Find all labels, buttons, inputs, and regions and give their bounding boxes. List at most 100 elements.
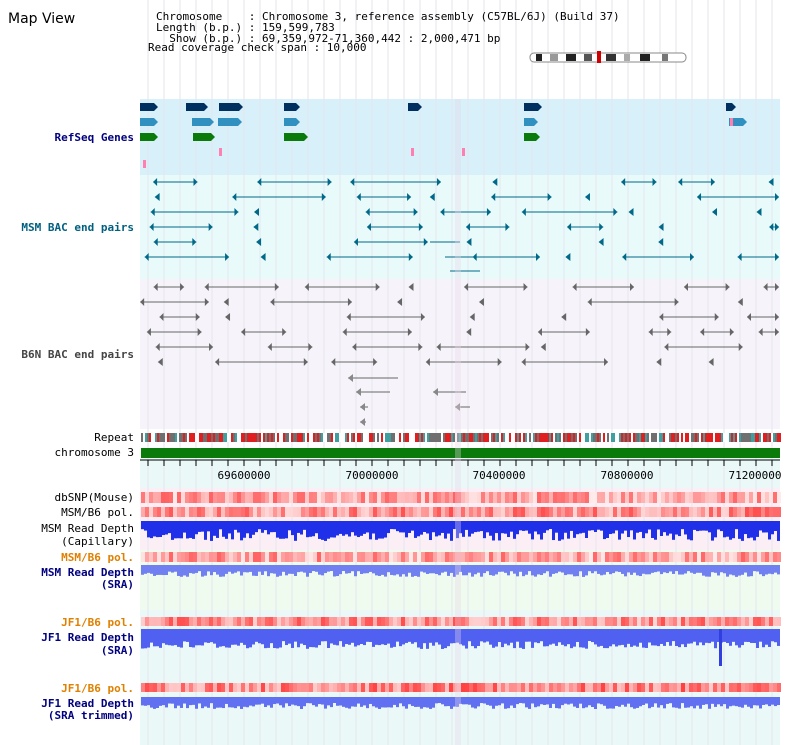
read-depth-bar [570, 565, 573, 575]
b6n-pair-end [433, 388, 438, 396]
repeat-cell [777, 433, 779, 442]
read-depth-bar [579, 629, 582, 648]
read-depth-bar [534, 521, 537, 532]
heatmap-cell [517, 507, 521, 517]
heatmap-cell [161, 683, 165, 692]
repeat-cell [641, 433, 643, 442]
heatmap-cell [345, 492, 349, 503]
heatmap-cell [361, 507, 365, 517]
heatmap-cell [441, 683, 445, 692]
read-depth-bar [411, 697, 414, 706]
heatmap-cell [497, 617, 501, 626]
heatmap-cell [765, 617, 769, 626]
read-depth-bar [225, 565, 228, 574]
heatmap-cell [425, 492, 429, 503]
heatmap-cell [201, 683, 205, 692]
heatmap-cell [629, 492, 633, 503]
read-depth-bar [153, 697, 156, 709]
heatmap-cell [365, 683, 369, 692]
read-depth-tracks[interactable] [141, 521, 780, 709]
repeat-cell [319, 433, 321, 442]
read-depth-bar [504, 697, 507, 709]
gene-strand-arrow [732, 103, 736, 111]
heatmap-cell [185, 492, 189, 503]
read-depth-bar [744, 565, 747, 573]
cursor-highlight [455, 99, 461, 745]
msm-pair-end [436, 178, 441, 186]
repeat-cell [149, 433, 151, 442]
msm-pair-end [154, 193, 160, 201]
heatmap-cell [241, 552, 245, 562]
read-depth-bar [306, 697, 309, 704]
heatmap-cell [253, 507, 257, 517]
heatmap-cell [601, 552, 605, 562]
read-depth-bar [243, 521, 246, 538]
read-depth-bar [183, 629, 186, 642]
heatmap-cell [661, 507, 665, 517]
heatmap-cell [473, 617, 477, 626]
read-depth-bar [552, 565, 555, 574]
chromosome-ideogram[interactable] [529, 51, 687, 63]
heatmap-cell [305, 492, 309, 503]
read-depth-bar [468, 565, 471, 573]
read-depth-bar [273, 697, 276, 705]
read-depth-bar [177, 521, 180, 539]
read-depth-bar [507, 629, 510, 646]
heatmap-cell [225, 507, 229, 517]
heatmap-tracks[interactable] [141, 492, 781, 692]
read-depth-bar [606, 697, 609, 709]
repeat-cell [745, 433, 747, 442]
heatmap-cell [341, 492, 345, 503]
repeat-cell [705, 433, 707, 442]
msm-pair-end [418, 223, 423, 231]
heatmap-cell [441, 507, 445, 517]
heatmap-cell [285, 507, 289, 517]
read-depth-bar [255, 697, 258, 705]
read-depth-bar [168, 521, 171, 534]
heatmap-cell [501, 552, 505, 562]
read-depth-bar [510, 565, 513, 572]
track-label-jf1-depth-sra-2: (SRA) [101, 644, 134, 657]
heatmap-cell [721, 492, 725, 503]
gene-strand-arrow [238, 118, 242, 126]
refseq-genes-track[interactable] [140, 103, 747, 168]
heatmap-cell [453, 683, 457, 692]
repeat-cell [513, 433, 515, 442]
read-depth-bar [285, 521, 288, 539]
read-depth-bar [720, 521, 723, 532]
read-depth-bar [585, 697, 588, 708]
heatmap-cell [297, 492, 301, 503]
heatmap-cell [653, 617, 657, 626]
msm-pair-end [257, 178, 262, 186]
heatmap-cell [561, 617, 565, 626]
msm-pair-end [466, 223, 471, 231]
b6n-bac-track[interactable] [140, 283, 779, 426]
read-depth-bar [150, 565, 153, 574]
gene-exon-mark [462, 148, 465, 156]
chromosome-bar[interactable] [141, 448, 780, 458]
b6n-pair-end [537, 328, 542, 336]
repeat-cell [245, 433, 247, 442]
heatmap-cell [209, 617, 213, 626]
read-depth-bar [174, 565, 177, 572]
repeat-cell [267, 433, 269, 442]
heatmap-cell [309, 492, 313, 503]
repeat-track[interactable] [141, 433, 781, 442]
read-depth-bar [756, 697, 759, 706]
heatmap-cell [261, 552, 265, 562]
heatmap-cell [429, 507, 433, 517]
repeat-cell [669, 433, 671, 442]
msm-bac-track[interactable] [144, 178, 779, 272]
read-depth-bar [696, 629, 699, 646]
repeat-cell [455, 433, 457, 442]
msm-pair-end [492, 178, 498, 186]
read-depth-bar [540, 697, 543, 705]
b6n-pair-end [215, 358, 220, 366]
heatmap-cell [721, 617, 725, 626]
repeat-cell [587, 433, 589, 442]
heatmap-cell [561, 552, 565, 562]
read-depth-bar [327, 697, 330, 706]
read-depth-bar [249, 629, 252, 648]
read-depth-bar [426, 697, 429, 708]
